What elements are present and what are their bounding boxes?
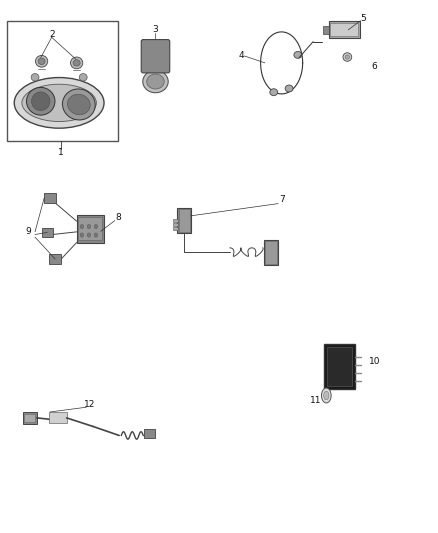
Bar xyxy=(78,217,102,240)
Ellipse shape xyxy=(285,85,293,92)
Bar xyxy=(23,412,37,424)
Bar xyxy=(324,344,355,389)
Bar xyxy=(327,347,352,386)
Text: 2: 2 xyxy=(49,30,54,39)
Ellipse shape xyxy=(147,74,164,89)
Text: 12: 12 xyxy=(84,400,95,409)
Ellipse shape xyxy=(80,233,84,237)
Ellipse shape xyxy=(38,58,45,64)
Ellipse shape xyxy=(63,89,95,120)
Bar xyxy=(144,429,155,438)
Text: 1: 1 xyxy=(58,148,64,157)
Text: 11: 11 xyxy=(310,397,321,405)
Bar xyxy=(49,412,67,423)
Bar xyxy=(173,227,178,230)
Bar xyxy=(173,219,178,222)
Ellipse shape xyxy=(94,233,98,237)
Bar xyxy=(323,26,329,34)
Text: 8: 8 xyxy=(115,213,121,222)
Text: 4: 4 xyxy=(238,52,244,60)
Ellipse shape xyxy=(321,388,331,403)
Bar xyxy=(42,228,53,237)
Ellipse shape xyxy=(87,233,91,237)
Ellipse shape xyxy=(294,52,302,58)
Text: 6: 6 xyxy=(371,62,378,70)
Ellipse shape xyxy=(87,224,91,229)
Bar xyxy=(265,241,277,264)
Bar xyxy=(330,23,358,36)
Text: 5: 5 xyxy=(360,14,367,22)
Ellipse shape xyxy=(79,74,87,81)
Text: 7: 7 xyxy=(279,196,286,204)
Ellipse shape xyxy=(143,70,168,93)
Text: 3: 3 xyxy=(152,25,159,34)
Bar xyxy=(24,414,35,422)
Text: 10: 10 xyxy=(369,357,380,366)
Ellipse shape xyxy=(31,74,39,81)
Text: 9: 9 xyxy=(25,228,32,236)
Bar xyxy=(179,209,190,232)
Ellipse shape xyxy=(22,84,96,122)
Bar xyxy=(77,215,104,243)
Ellipse shape xyxy=(345,55,350,59)
FancyBboxPatch shape xyxy=(141,39,170,73)
Ellipse shape xyxy=(67,94,90,115)
Ellipse shape xyxy=(71,57,83,69)
Ellipse shape xyxy=(80,224,84,229)
Bar xyxy=(264,240,278,265)
Ellipse shape xyxy=(27,87,55,115)
Bar xyxy=(44,193,56,203)
Ellipse shape xyxy=(343,53,352,61)
Ellipse shape xyxy=(94,224,98,229)
Ellipse shape xyxy=(73,60,80,66)
Bar xyxy=(177,208,191,233)
Ellipse shape xyxy=(324,391,329,400)
Ellipse shape xyxy=(14,77,104,128)
Ellipse shape xyxy=(32,92,50,110)
Bar xyxy=(7,21,118,141)
Bar xyxy=(173,223,178,226)
Ellipse shape xyxy=(35,55,48,67)
Bar xyxy=(328,21,360,38)
Bar xyxy=(49,254,61,264)
Ellipse shape xyxy=(270,88,278,96)
